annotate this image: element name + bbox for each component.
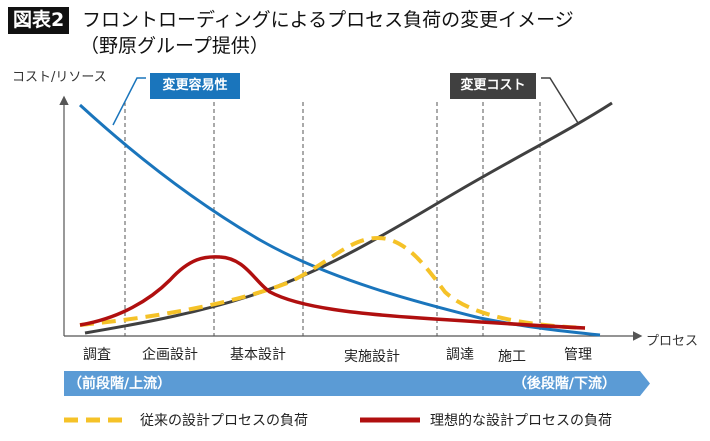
figure-title: フロントローディングによるプロセス負荷の変更イメージ: [82, 9, 574, 31]
cost-callout-leader: [541, 77, 579, 124]
x-axis-label: プロセス: [646, 334, 699, 349]
change-cost-curve: [84, 101, 613, 335]
phase-label: 施工: [498, 349, 526, 365]
phase-label: 調査: [83, 347, 111, 363]
flow-start-label: （前段階/上流）: [68, 376, 172, 392]
phase-label: 基本設計: [230, 347, 286, 363]
ease-of-change-curve: [78, 103, 601, 337]
phase-label: 実施設計: [344, 349, 400, 365]
figure-source: （野原グループ提供）: [80, 35, 269, 57]
change-cost-label: 変更コスト: [450, 73, 536, 99]
ideal-load-curve: [79, 255, 586, 330]
ease-of-change-label: 変更容易性: [150, 73, 240, 99]
y-axis-label: コスト/リソース: [12, 70, 107, 85]
legend-label-conventional: 従来の設計プロセスの負荷: [140, 413, 308, 429]
phase-label: 調達: [446, 347, 474, 363]
legend-label-ideal: 理想的な設計プロセスの負荷: [430, 413, 612, 429]
figure-badge: 図表2: [8, 7, 70, 34]
flow-end-label: （後段階/下流）: [512, 376, 616, 392]
phase-label: 企画設計: [142, 347, 198, 363]
flow-arrow-bar: [64, 371, 650, 396]
phase-label: 管理: [564, 347, 592, 363]
ease-callout-leader: [112, 77, 146, 126]
conventional-load-curve: [79, 235, 586, 330]
